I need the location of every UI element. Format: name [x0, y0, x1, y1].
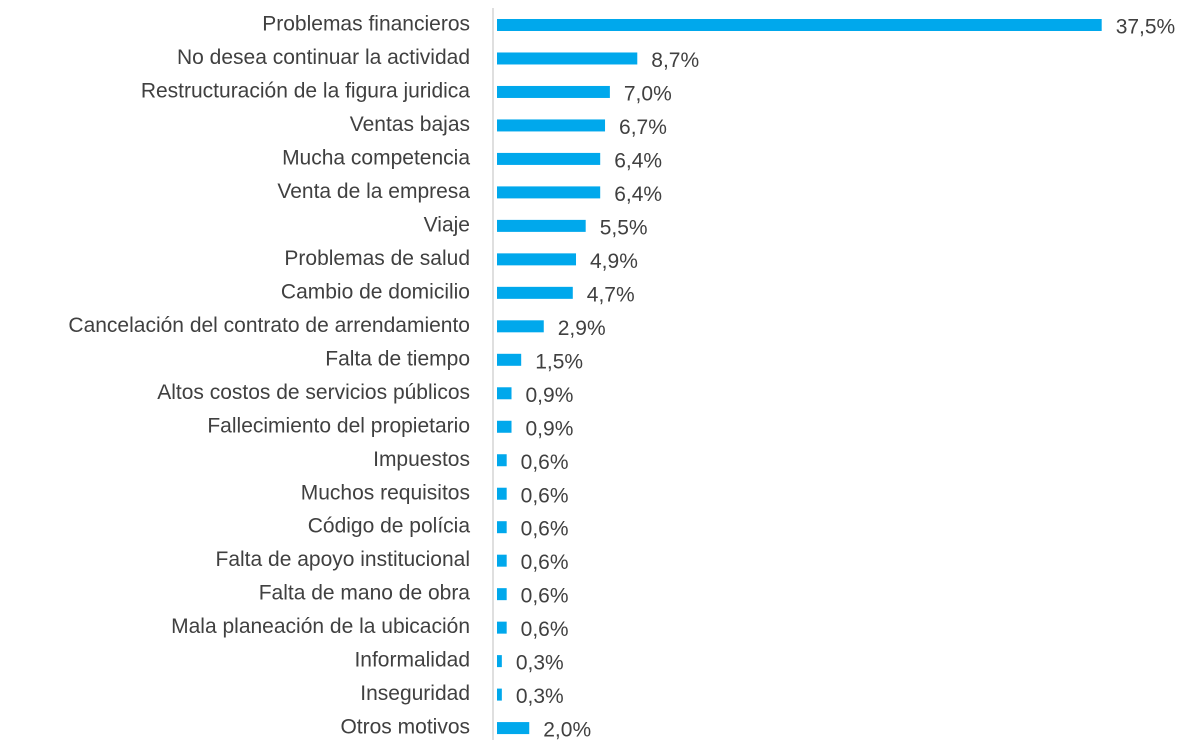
value-label: 4,7%: [587, 283, 635, 306]
bar: [497, 554, 507, 567]
category-label: No desea continuar la actividad: [177, 46, 470, 69]
value-label: 0,6%: [521, 618, 569, 641]
bar: [497, 454, 507, 467]
category-label: Otros motivos: [340, 716, 470, 739]
category-label: Fallecimiento del propietario: [207, 414, 470, 437]
value-label: 4,9%: [590, 250, 638, 273]
bar: [497, 286, 573, 299]
bar: [497, 621, 507, 634]
value-label: 0,6%: [521, 518, 569, 541]
category-label: Altos costos de servicios públicos: [157, 381, 470, 404]
bar: [497, 152, 601, 165]
bar: [497, 320, 544, 333]
bar: [497, 521, 507, 534]
bar: [497, 420, 512, 433]
value-label: 8,7%: [651, 49, 699, 72]
value-label: 6,4%: [614, 183, 662, 206]
category-label: Falta de apoyo institucional: [216, 548, 471, 571]
bar: [497, 253, 577, 266]
bar: [497, 655, 502, 668]
bar: [497, 688, 502, 701]
value-label: 0,9%: [526, 417, 574, 440]
value-label: 0,6%: [521, 551, 569, 574]
value-label: 0,3%: [516, 652, 564, 675]
value-label: 6,7%: [619, 116, 667, 139]
bar: [497, 588, 507, 601]
bar: [497, 487, 507, 500]
category-label: Cancelación del contrato de arrendamient…: [68, 314, 470, 337]
value-label: 1,5%: [535, 350, 583, 373]
value-label: 0,6%: [521, 585, 569, 608]
bar: [497, 353, 522, 366]
value-label: 5,5%: [600, 216, 648, 239]
category-label: Ventas bajas: [350, 113, 470, 136]
value-label: 0,3%: [516, 685, 564, 708]
category-label: Código de polícia: [308, 515, 471, 538]
category-label: Muchos requisitos: [301, 481, 470, 504]
bar: [497, 186, 601, 199]
bar: [497, 219, 586, 232]
category-label: Inseguridad: [360, 682, 470, 705]
category-label: Mucha competencia: [282, 146, 470, 169]
value-label: 0,9%: [526, 384, 574, 407]
category-label: Falta de mano de obra: [259, 582, 471, 605]
value-label: 0,6%: [521, 484, 569, 507]
bar: [497, 19, 1102, 31]
category-label: Venta de la empresa: [277, 180, 470, 203]
bar: [497, 52, 638, 65]
category-label: Impuestos: [373, 448, 470, 471]
category-label: Cambio de domicilio: [281, 280, 470, 303]
bar: [497, 387, 512, 400]
category-label: Mala planeación de la ubicación: [171, 615, 470, 638]
category-label: Viaje: [424, 213, 470, 236]
category-label: Informalidad: [354, 649, 470, 672]
category-label: Problemas de salud: [284, 247, 470, 270]
value-label: 2,9%: [558, 317, 606, 340]
category-label: Restructuración de la figura juridica: [141, 80, 470, 103]
bar: [497, 119, 606, 132]
value-label: 6,4%: [614, 149, 662, 172]
value-label: 7,0%: [624, 83, 672, 106]
value-label: 37,5%: [1116, 16, 1176, 39]
bar: [497, 722, 530, 735]
value-label: 0,6%: [521, 451, 569, 474]
bar: [497, 85, 610, 98]
category-label: Problemas financieros: [262, 13, 470, 36]
category-label: Falta de tiempo: [325, 347, 470, 370]
value-label: 2,0%: [543, 719, 591, 740]
